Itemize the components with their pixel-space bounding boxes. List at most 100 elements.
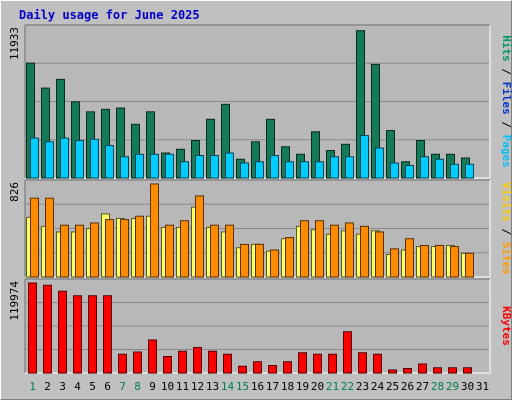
bar-sites-day-24 — [375, 231, 384, 278]
bar-files-day-18 — [285, 161, 294, 179]
x-tick-label-day-16: 16 — [251, 380, 264, 393]
bar-kbytes-day-12 — [193, 346, 202, 374]
bar-sites-day-9 — [150, 183, 159, 278]
bar-sites-day-4 — [75, 224, 84, 278]
legend-entry-kbytes: KBytes — [500, 306, 512, 346]
bar-files-day-21 — [330, 156, 339, 179]
bar-sites-day-10 — [165, 224, 174, 278]
x-tick-label-day-13: 13 — [206, 380, 219, 393]
bar-kbytes-day-13 — [208, 350, 217, 374]
x-tick-label-day-19: 19 — [296, 380, 309, 393]
x-tick-label-day-22: 22 — [341, 380, 354, 393]
bar-kbytes-day-23 — [358, 352, 367, 374]
x-tick-label-day-11: 11 — [176, 380, 189, 393]
bar-kbytes-day-30 — [463, 367, 472, 374]
bar-kbytes-day-21 — [328, 353, 337, 374]
bar-files-day-12 — [195, 155, 204, 179]
bar-sites-day-28 — [435, 244, 444, 278]
bar-files-day-13 — [210, 155, 219, 179]
bar-sites-day-26 — [405, 238, 414, 278]
bar-files-day-10 — [165, 153, 174, 179]
bar-files-day-5 — [90, 138, 99, 179]
bar-sites-day-12 — [195, 195, 204, 278]
bar-kbytes-day-15 — [238, 365, 247, 374]
bar-files-day-4 — [75, 140, 84, 179]
bar-files-day-25 — [390, 162, 399, 179]
bar-files-day-22 — [345, 156, 354, 179]
bar-files-day-27 — [420, 156, 429, 179]
bar-files-day-1 — [30, 137, 39, 179]
panel-kbytes-ymax-label: 119974 — [8, 281, 21, 321]
bar-files-day-29 — [450, 163, 459, 179]
x-tick-label-day-30: 30 — [461, 380, 474, 393]
panel-visits-sites-ymax-label: 826 — [8, 182, 21, 202]
legend-separator: / — [500, 222, 512, 242]
x-tick-label-day-28: 28 — [431, 380, 444, 393]
bar-files-day-7 — [120, 156, 129, 179]
x-tick-label-day-5: 5 — [89, 380, 96, 393]
bar-kbytes-day-29 — [448, 367, 457, 374]
x-tick-label-day-7: 7 — [119, 380, 126, 393]
panel-kbytes-legend: KBytes — [500, 306, 512, 346]
bar-kbytes-day-6 — [103, 295, 112, 374]
bar-sites-day-25 — [390, 248, 399, 278]
x-tick-label-day-27: 27 — [416, 380, 429, 393]
bar-kbytes-day-14 — [223, 353, 232, 374]
bar-kbytes-day-9 — [148, 339, 157, 374]
bar-sites-day-23 — [360, 225, 369, 278]
panel-hits-files-pages-ymax-label: 11933 — [8, 27, 21, 60]
x-tick-label-day-21: 21 — [326, 380, 339, 393]
bar-kbytes-day-16 — [253, 361, 262, 374]
bar-files-day-11 — [180, 161, 189, 179]
bar-files-day-8 — [135, 153, 144, 179]
bar-kbytes-day-26 — [403, 367, 412, 374]
bar-kbytes-day-4 — [73, 295, 82, 374]
x-tick-label-day-1: 1 — [29, 380, 36, 393]
bar-sites-day-16 — [255, 243, 264, 278]
legend-entry-visits: Visits — [500, 182, 512, 222]
bar-files-day-28 — [435, 158, 444, 179]
bar-kbytes-day-7 — [118, 353, 127, 374]
x-tick-label-day-4: 4 — [74, 380, 81, 393]
x-tick-label-day-20: 20 — [311, 380, 324, 393]
bar-sites-day-22 — [345, 222, 354, 278]
panel-visits-sites-legend: Visits / Sites — [500, 182, 512, 275]
bar-kbytes-day-22 — [343, 331, 352, 374]
bar-sites-day-27 — [420, 244, 429, 278]
bar-sites-day-18 — [285, 237, 294, 278]
bar-files-day-3 — [60, 137, 69, 179]
legend-entry-sites: Sites — [500, 242, 512, 275]
x-tick-label-day-26: 26 — [401, 380, 414, 393]
bar-sites-day-1 — [30, 197, 39, 278]
bar-sites-day-17 — [270, 249, 279, 278]
panel-hits-files-pages-legend: Hits / Files / Pages — [500, 35, 512, 168]
x-tick-label-day-25: 25 — [386, 380, 399, 393]
bar-files-day-17 — [270, 155, 279, 179]
bar-kbytes-day-10 — [163, 355, 172, 374]
bar-sites-day-11 — [180, 220, 189, 278]
bar-kbytes-day-20 — [313, 353, 322, 374]
x-tick-label-day-31: 31 — [476, 380, 489, 393]
x-tick-label-day-2: 2 — [44, 380, 51, 393]
bar-sites-day-8 — [135, 215, 144, 278]
bar-kbytes-day-11 — [178, 350, 187, 374]
bar-kbytes-day-1 — [28, 282, 37, 374]
legend-separator: / — [500, 62, 512, 82]
x-tick-label-day-29: 29 — [446, 380, 459, 393]
legend-entry-pages: Pages — [500, 135, 512, 168]
bar-files-day-19 — [300, 161, 309, 179]
x-tick-label-day-3: 3 — [59, 380, 66, 393]
x-tick-label-day-12: 12 — [191, 380, 204, 393]
bar-kbytes-day-3 — [58, 290, 67, 374]
x-tick-label-day-24: 24 — [371, 380, 385, 393]
legend-entry-hits: Hits — [500, 35, 512, 62]
bar-sites-day-20 — [315, 220, 324, 278]
x-tick-label-day-15: 15 — [236, 380, 249, 393]
chart-title: Daily usage for June 2025 — [19, 8, 200, 22]
legend-separator: / — [500, 115, 512, 135]
bar-sites-day-13 — [210, 224, 219, 278]
bar-kbytes-day-19 — [298, 352, 307, 374]
x-tick-label-day-10: 10 — [161, 380, 174, 393]
x-tick-label-day-14: 14 — [221, 380, 235, 393]
bar-files-day-20 — [315, 161, 324, 179]
